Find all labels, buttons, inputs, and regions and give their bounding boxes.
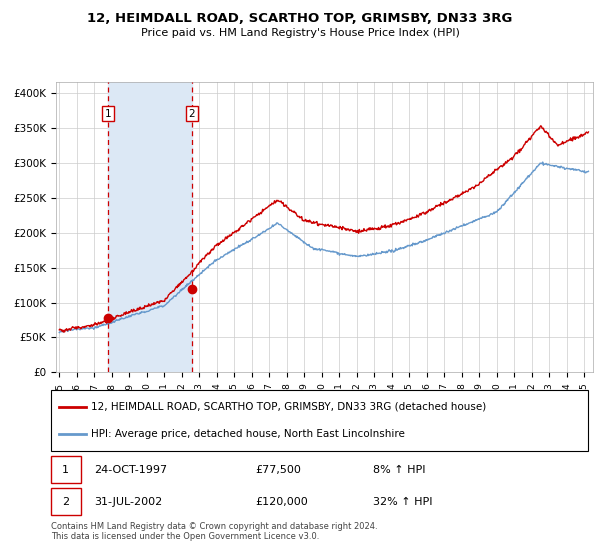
Text: Price paid vs. HM Land Registry's House Price Index (HPI): Price paid vs. HM Land Registry's House …	[140, 28, 460, 38]
Text: £77,500: £77,500	[255, 465, 301, 475]
Text: 31-JUL-2002: 31-JUL-2002	[94, 497, 162, 507]
Text: This data is licensed under the Open Government Licence v3.0.: This data is licensed under the Open Gov…	[51, 532, 319, 541]
Text: 2: 2	[62, 497, 70, 507]
Text: 8% ↑ HPI: 8% ↑ HPI	[373, 465, 426, 475]
Text: 1: 1	[105, 109, 112, 119]
Text: HPI: Average price, detached house, North East Lincolnshire: HPI: Average price, detached house, Nort…	[91, 430, 405, 440]
Text: £120,000: £120,000	[255, 497, 308, 507]
Text: 24-OCT-1997: 24-OCT-1997	[94, 465, 167, 475]
Text: 12, HEIMDALL ROAD, SCARTHO TOP, GRIMSBY, DN33 3RG (detached house): 12, HEIMDALL ROAD, SCARTHO TOP, GRIMSBY,…	[91, 402, 487, 412]
FancyBboxPatch shape	[51, 390, 588, 451]
Text: 12, HEIMDALL ROAD, SCARTHO TOP, GRIMSBY, DN33 3RG: 12, HEIMDALL ROAD, SCARTHO TOP, GRIMSBY,…	[88, 12, 512, 25]
Text: 2: 2	[188, 109, 195, 119]
Text: Contains HM Land Registry data © Crown copyright and database right 2024.: Contains HM Land Registry data © Crown c…	[51, 522, 377, 531]
Text: 32% ↑ HPI: 32% ↑ HPI	[373, 497, 433, 507]
Text: 1: 1	[62, 465, 69, 475]
Bar	[108, 82, 192, 372]
FancyBboxPatch shape	[51, 488, 80, 515]
FancyBboxPatch shape	[51, 456, 80, 483]
